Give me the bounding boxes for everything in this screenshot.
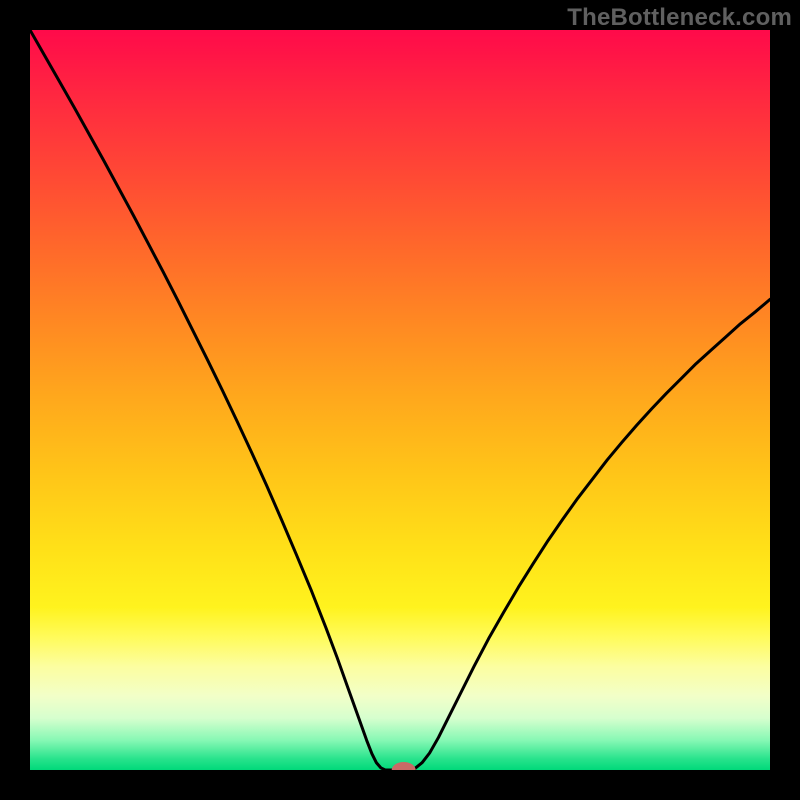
chart-container xyxy=(30,30,770,770)
watermark-text: TheBottleneck.com xyxy=(567,4,792,32)
bottleneck-chart-svg xyxy=(30,30,770,770)
